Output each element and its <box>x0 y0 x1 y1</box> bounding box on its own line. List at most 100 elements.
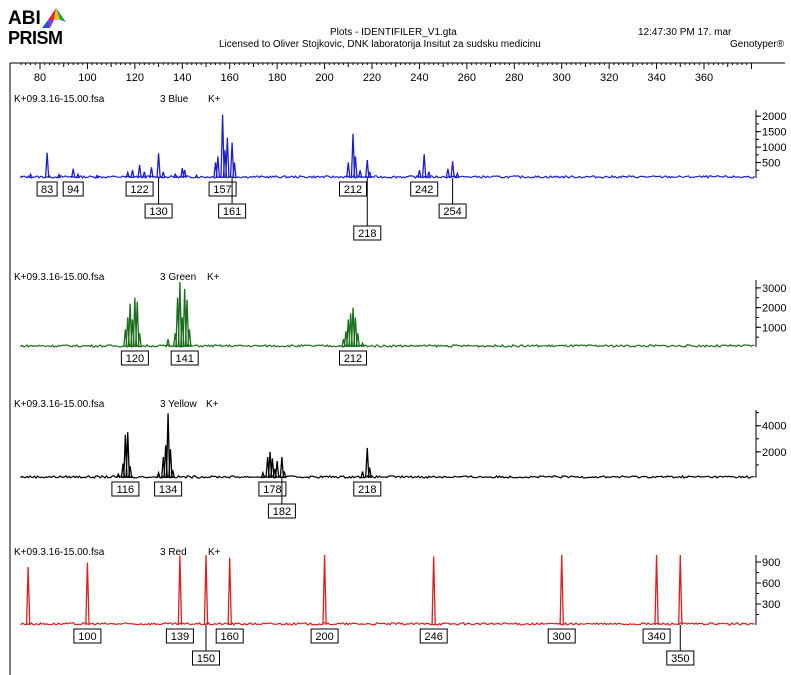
peak-label-box <box>215 628 244 644</box>
timestamp: 12:47:30 PM 17. mar <box>638 27 732 38</box>
peak-mark <box>149 167 154 179</box>
peak-mark <box>322 554 327 626</box>
document-title: Plots - IDENTIFILER_V1.gta <box>330 27 457 38</box>
x-tick-label: 280 <box>505 72 523 84</box>
peak-mark <box>177 281 183 348</box>
peak-label: 100 <box>78 631 96 643</box>
peak-label: 182 <box>273 506 291 518</box>
peak-label-box <box>666 650 695 666</box>
x-tick-label: 200 <box>315 72 333 84</box>
peak-mark <box>232 162 237 179</box>
peak-mark <box>445 168 451 179</box>
panel-dye-label: 3 Yellow <box>160 399 197 410</box>
peak-mark <box>25 566 31 626</box>
peak-label: 161 <box>223 206 241 218</box>
peak-label-box <box>438 203 467 219</box>
panel-baseline <box>20 343 755 348</box>
y-tick-label: 300 <box>762 599 780 611</box>
peak-label: 83 <box>41 184 53 196</box>
peak-label: 350 <box>671 653 689 665</box>
y-tick-label: 4000 <box>762 421 786 433</box>
peak-label-box <box>339 350 367 366</box>
panel-sample-name: K+09.3.16-15.00.fsa <box>14 272 105 283</box>
peak-label: 340 <box>647 631 665 643</box>
peak-mark <box>70 168 76 179</box>
peak-mark <box>367 171 372 179</box>
peak-mark <box>654 554 659 626</box>
peak-label: 254 <box>443 206 461 218</box>
peak-mark <box>357 170 363 179</box>
peak-mark <box>215 156 221 179</box>
x-tick-label: 120 <box>126 72 144 84</box>
peak-mark <box>350 133 356 179</box>
peak-mark <box>116 472 121 479</box>
x-tick-label: 100 <box>78 72 96 84</box>
peak-label-box <box>642 628 671 644</box>
peak-label-box <box>154 481 183 497</box>
logo-abi-text: ABI <box>8 8 41 29</box>
x-tick-label: 140 <box>173 72 191 84</box>
peak-label-box <box>144 203 173 219</box>
peak-label: 94 <box>67 184 79 196</box>
panel-dye-label: 3 Green <box>160 272 196 283</box>
peak-mark <box>203 554 209 626</box>
peak-label-box <box>267 503 296 519</box>
peak-mark <box>156 470 161 479</box>
peak-mark <box>127 466 133 479</box>
peak-mark <box>184 299 190 348</box>
peak-label: 134 <box>159 484 177 496</box>
abi-prism-logo: ABI PRISM <box>8 8 88 54</box>
y-tick-label: 2000 <box>762 111 786 123</box>
peak-mark <box>165 338 171 348</box>
peak-mark <box>187 329 192 348</box>
peak-mark <box>353 317 358 348</box>
peak-mark <box>229 142 235 179</box>
peak-label-box <box>111 481 140 497</box>
y-tick-label: 2000 <box>762 303 786 315</box>
peak-mark <box>360 471 365 479</box>
peak-mark <box>227 557 232 626</box>
peak-mark <box>225 137 230 179</box>
y-tick-label: 1000 <box>762 322 786 334</box>
peak-label: 120 <box>126 353 144 365</box>
peak-label-box <box>310 628 339 644</box>
x-tick-label: 220 <box>363 72 381 84</box>
peak-mark <box>168 449 173 479</box>
peak-mark <box>559 554 564 626</box>
peak-label-box <box>258 481 287 497</box>
peak-mark <box>279 457 285 479</box>
peak-mark <box>170 470 176 479</box>
peak-mark <box>367 467 372 479</box>
panel-dye-label: 3 Blue <box>160 94 189 105</box>
peak-label-box <box>36 181 58 197</box>
peak-mark <box>282 471 287 479</box>
x-tick-label: 300 <box>553 72 571 84</box>
peak-mark <box>270 458 275 479</box>
peak-mark <box>165 413 171 479</box>
x-tick-label: 360 <box>695 72 713 84</box>
peak-label-box <box>125 181 154 197</box>
peak-mark <box>56 173 62 179</box>
peak-label-box <box>73 628 102 644</box>
peak-label: 242 <box>415 184 433 196</box>
x-tick-label: 260 <box>458 72 476 84</box>
peak-mark <box>678 554 683 626</box>
peak-mark <box>274 460 280 479</box>
peak-label: 160 <box>221 631 239 643</box>
peak-label: 178 <box>263 484 281 496</box>
peak-mark <box>431 556 436 626</box>
y-tick-label: 3000 <box>762 283 786 295</box>
license-text: Licensed to Oliver Stojkovic, DNK labora… <box>219 39 541 50</box>
x-tick-label: 240 <box>410 72 428 84</box>
panel-tag-label: K+ <box>207 272 220 283</box>
peak-mark <box>137 333 142 348</box>
panel-sample-name: K+09.3.16-15.00.fsa <box>14 399 105 410</box>
peak-mark <box>355 333 361 348</box>
peak-mark <box>130 169 135 179</box>
peak-mark <box>28 172 33 179</box>
peak-mark <box>161 171 166 179</box>
peak-label-box <box>170 350 199 366</box>
peak-mark <box>75 172 81 179</box>
peak-mark <box>365 160 370 179</box>
